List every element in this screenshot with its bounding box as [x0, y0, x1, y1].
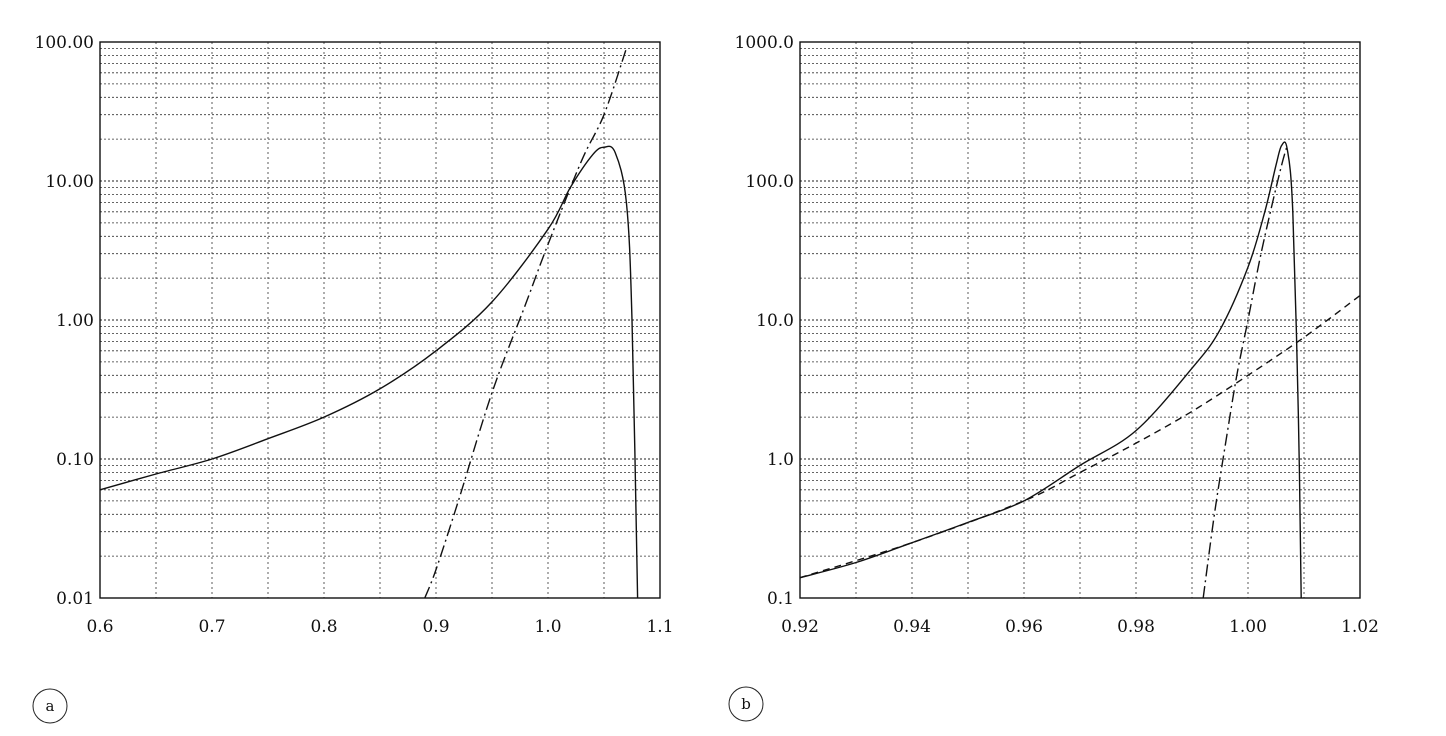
- series-line-dashed: [799, 294, 1361, 579]
- chart-panel-a: 0.6 0.7 0.8 0.9 1.0 1.1 0.01 0.10 1.00 10.00 100.0…: [32, 33, 674, 724]
- series-line-dash-dot: [424, 48, 628, 599]
- x-tick-label: 0.6: [86, 617, 113, 637]
- x-tick-label: 1.02: [1341, 617, 1379, 637]
- y-tick-label: 1000.0: [735, 33, 794, 53]
- x-tick-label: 0.96: [1005, 617, 1043, 637]
- x-tick-label: 0.8: [310, 617, 337, 637]
- panel-label-circle: [728, 686, 764, 722]
- x-tick-label: 0.98: [1117, 617, 1155, 637]
- series-line-dash-dot: [1202, 145, 1288, 599]
- x-tick-label: 1.00: [1229, 617, 1267, 637]
- y-tick-label: 0.1: [767, 589, 794, 609]
- y-tick-label: 100.00: [35, 33, 94, 53]
- plot-frame: [99, 41, 661, 599]
- y-tick-label: 0.10: [56, 450, 94, 470]
- x-tick-label: 1.1: [646, 617, 673, 637]
- series-line-solid: [99, 145, 639, 599]
- panel-label: a: [46, 697, 55, 715]
- y-tick-label: 100.0: [745, 172, 794, 192]
- x-tick-label: 0.7: [198, 617, 225, 637]
- x-tick-label: 1.0: [534, 617, 561, 637]
- y-tick-label: 10.00: [45, 172, 94, 192]
- panel-label: b: [741, 695, 751, 713]
- series-line-solid: [799, 141, 1302, 599]
- x-tick-label: 0.9: [422, 617, 449, 637]
- y-tick-label: 1.0: [767, 450, 794, 470]
- panel-label-circle: [32, 688, 68, 724]
- y-tick-label: 0.01: [56, 589, 94, 609]
- plot-frame: [799, 41, 1361, 599]
- y-tick-label: 10.0: [756, 311, 794, 331]
- chart-panel-b: 0.92 0.94 0.96 0.98 1.00 1.02 0.1 1.0 10.0 100.0 1…: [728, 33, 1379, 722]
- y-tick-label: 1.00: [56, 311, 94, 331]
- x-tick-label: 0.94: [893, 617, 931, 637]
- x-tick-label: 0.92: [781, 617, 819, 637]
